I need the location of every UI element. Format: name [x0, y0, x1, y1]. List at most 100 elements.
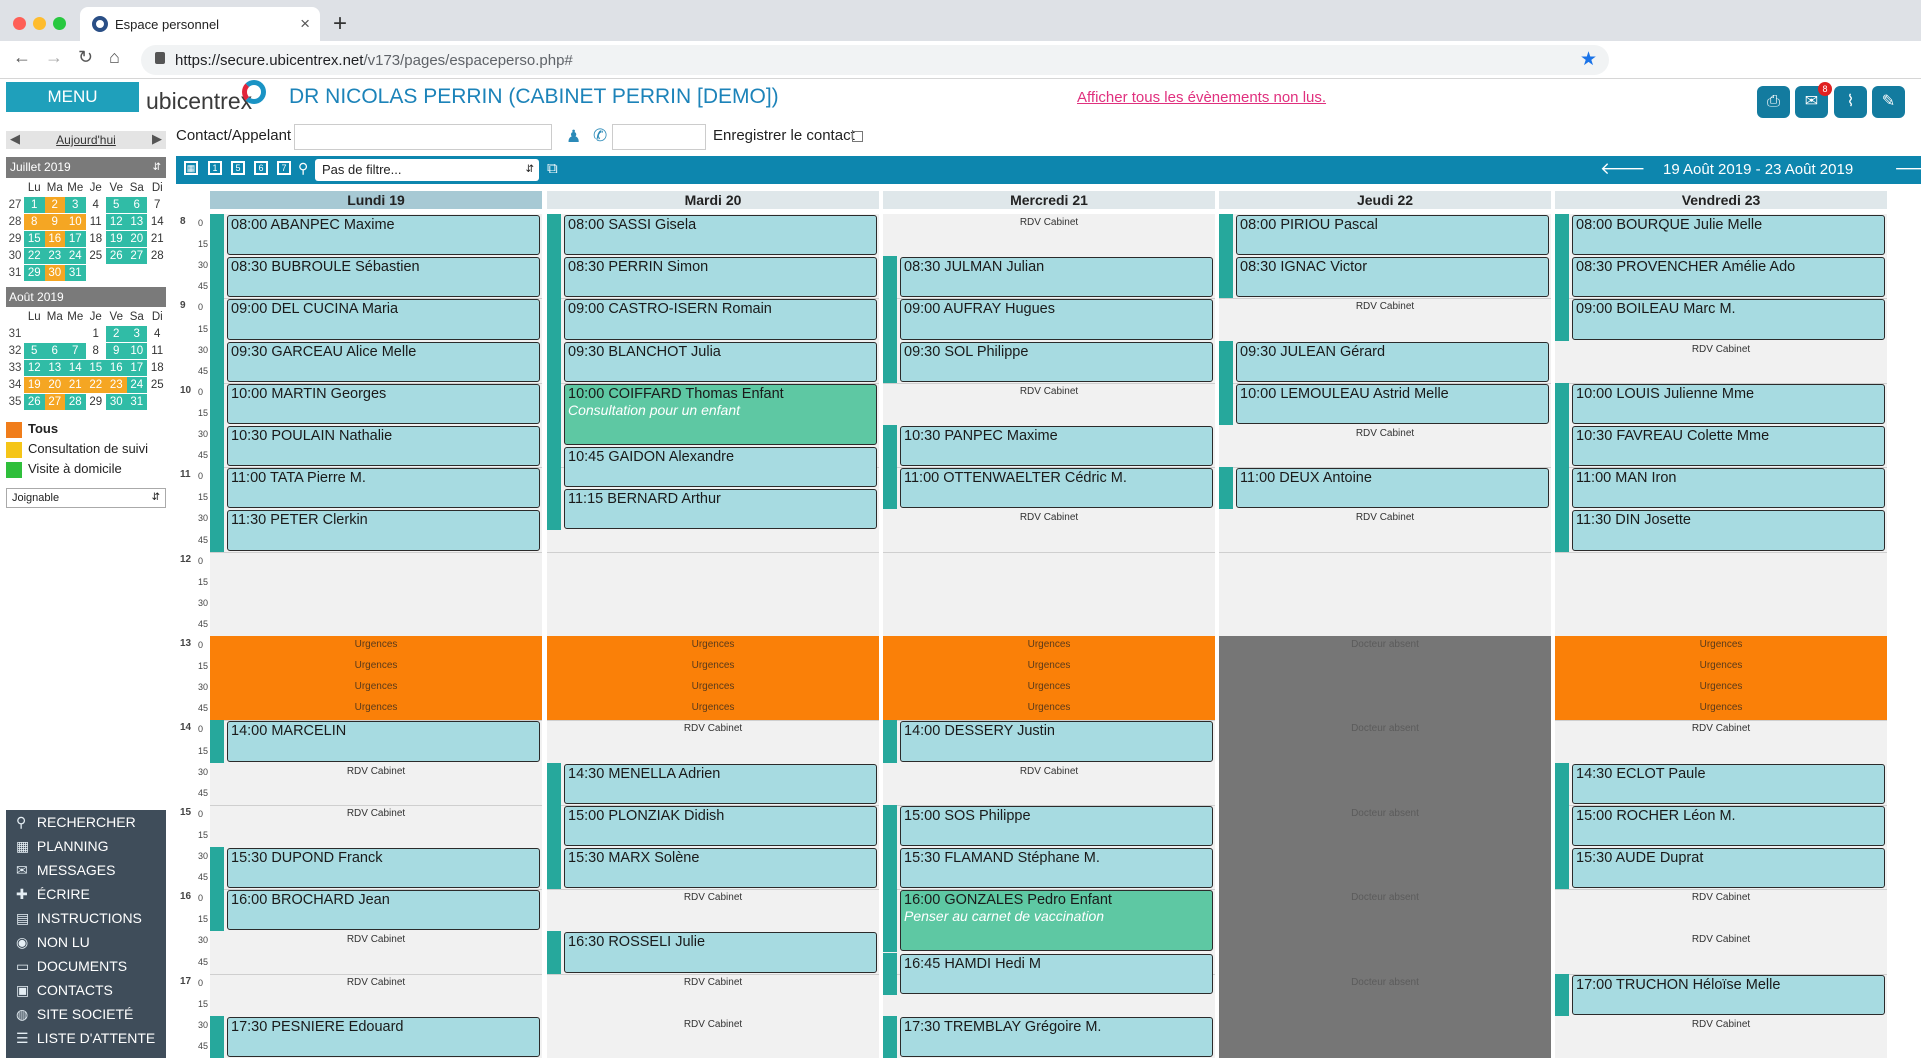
appointment[interactable]: 14:00 DESSERY Justin — [900, 721, 1213, 762]
legend-item[interactable]: Visite à domicile — [6, 460, 166, 480]
appointment[interactable]: 15:30 AUDE Duprat — [1572, 848, 1885, 889]
appointment[interactable]: 14:00 MARCELIN — [227, 721, 540, 762]
view-7-icon[interactable]: 7 — [277, 161, 291, 175]
calendar-day[interactable]: 26 — [106, 248, 127, 264]
calendar-day[interactable]: 1 — [24, 197, 45, 213]
nav-item-documents[interactable]: ▭ DOCUMENTS — [6, 954, 166, 978]
nav-item-site-societé[interactable]: ◍ SITE SOCIETÉ — [6, 1002, 166, 1026]
nav-item-rechercher[interactable]: ⚲ RECHERCHER — [6, 810, 166, 834]
next-month-icon[interactable]: ▶ — [152, 131, 162, 146]
calendar-day[interactable]: 15 — [85, 360, 106, 376]
new-tab-icon[interactable]: + — [333, 10, 348, 37]
calendar-day[interactable]: 30 — [44, 265, 65, 281]
free-slot-label[interactable]: RDV Cabinet — [683, 976, 743, 988]
calendar-day[interactable]: 3 — [65, 197, 86, 213]
appointment[interactable]: 15:00 SOS Philippe — [900, 805, 1213, 846]
location-pin-icon[interactable]: ⚲ — [298, 160, 309, 176]
free-slot-label[interactable]: RDV Cabinet — [1691, 892, 1751, 904]
calendar-day[interactable]: 18 — [89, 233, 103, 245]
calendar-day[interactable]: 22 — [85, 377, 106, 393]
legend-item[interactable]: Consultation de suivi — [6, 440, 166, 460]
nav-item-liste-d-attente[interactable]: ☰ LISTE D'ATTENTE — [6, 1026, 166, 1050]
free-slot-label[interactable]: RDV Cabinet — [1355, 301, 1415, 313]
copy-icon[interactable]: ⧉ — [547, 160, 558, 177]
appointment[interactable]: 11:00 DEUX Antoine — [1236, 468, 1549, 509]
calendar-day[interactable]: 25 — [89, 250, 103, 262]
appointment[interactable]: 11:30 PETER Clerkin — [227, 510, 540, 551]
appointment[interactable]: 14:30 ECLOT Paule — [1572, 763, 1885, 804]
nav-item-contacts[interactable]: ▣ CONTACTS — [6, 978, 166, 1002]
calendar-day[interactable]: 28 — [150, 250, 164, 262]
appointment[interactable]: 15:30 FLAMAND Stéphane M. — [900, 848, 1213, 889]
close-tab-icon[interactable]: × — [300, 14, 310, 33]
calendar-day[interactable]: 19 — [24, 377, 45, 393]
appointment[interactable]: 15:30 MARX Solène — [564, 848, 877, 889]
appointment[interactable]: 11:30 DIN Josette — [1572, 510, 1885, 551]
appointment[interactable]: 08:00 ABANPEC Maxime — [227, 215, 540, 256]
bookmark-star-icon[interactable]: ★ — [1579, 49, 1597, 70]
nav-item-planning[interactable]: ▦ PLANNING — [6, 834, 166, 858]
free-slot-label[interactable]: RDV Cabinet — [346, 807, 406, 819]
calendar-day[interactable]: 10 — [126, 343, 147, 359]
appointment[interactable]: 09:00 CASTRO-ISERN Romain — [564, 299, 877, 340]
calendar-day[interactable]: 25 — [150, 379, 164, 391]
nav-item-instructions[interactable]: ▤ INSTRUCTIONS — [6, 906, 166, 930]
calendar-day[interactable]: 6 — [126, 197, 147, 213]
availability-select[interactable]: Joignable — [6, 488, 166, 508]
calendar-day[interactable]: 8 — [92, 345, 99, 357]
appointment[interactable]: 09:00 AUFRAY Hugues — [900, 299, 1213, 340]
calendar-day[interactable]: 29 — [24, 265, 45, 281]
calendar-day[interactable]: 8 — [24, 214, 45, 230]
calendar-day[interactable]: 4 — [92, 199, 99, 211]
free-slot-label[interactable]: RDV Cabinet — [1691, 723, 1751, 735]
calendar-day[interactable]: 4 — [154, 328, 161, 340]
calendar-day[interactable]: 12 — [106, 214, 127, 230]
appointment[interactable]: 08:30 IGNAC Victor — [1236, 257, 1549, 298]
calendar-day[interactable]: 21 — [150, 233, 164, 245]
appointment[interactable]: 08:30 JULMAN Julian — [900, 257, 1213, 298]
appointment[interactable]: 09:30 GARCEAU Alice Melle — [227, 341, 540, 382]
appointment[interactable]: 17:30 TREMBLAY Grégoire M. — [900, 1016, 1213, 1057]
calendar-day[interactable]: 20 — [44, 377, 65, 393]
calendar-day[interactable]: 17 — [65, 231, 86, 247]
calendar-day[interactable]: 30 — [106, 394, 127, 410]
appointment[interactable]: 15:00 ROCHER Léon M. — [1572, 805, 1885, 846]
prev-month-icon[interactable]: ◀ — [10, 131, 20, 146]
calendar-day[interactable]: 31 — [126, 394, 147, 410]
free-slot-label[interactable]: RDV Cabinet — [346, 934, 406, 946]
free-slot-label[interactable]: RDV Cabinet — [1355, 512, 1415, 524]
minimize-window-icon[interactable] — [33, 17, 46, 30]
month-select[interactable]: Juillet 2019 — [6, 157, 166, 178]
day-header-0[interactable]: Lundi 19 — [210, 191, 542, 209]
free-slot-label[interactable]: RDV Cabinet — [1019, 385, 1079, 397]
calendar-day[interactable]: 16 — [106, 360, 127, 376]
calendar-day[interactable]: 27 — [44, 394, 65, 410]
view-6-icon[interactable]: 6 — [254, 161, 268, 175]
forward-icon[interactable]: → — [45, 47, 63, 67]
calendar-day[interactable]: 22 — [24, 248, 45, 264]
calendar-day[interactable]: 14 — [65, 360, 86, 376]
browser-tab[interactable]: Espace personnel × — [80, 7, 320, 41]
appointment[interactable]: 10:30 POULAIN Nathalie — [227, 426, 540, 467]
day-header-2[interactable]: Mercredi 21 — [883, 191, 1215, 209]
calendar-day[interactable]: 31 — [65, 265, 86, 281]
reload-icon[interactable]: ↻ — [78, 47, 94, 67]
free-slot-label[interactable]: RDV Cabinet — [1691, 1018, 1751, 1030]
appointment[interactable]: 08:30 PERRIN Simon — [564, 257, 877, 298]
appointment[interactable]: 09:30 SOL Philippe — [900, 341, 1213, 382]
appointment[interactable]: 10:30 PANPEC Maxime — [900, 426, 1213, 467]
appointment[interactable]: 11:00 MAN Iron — [1572, 468, 1885, 509]
appointment[interactable]: 17:00 TRUCHON Héloïse Melle — [1572, 974, 1885, 1015]
nav-item-non-lu[interactable]: ◉ NON LU — [6, 930, 166, 954]
free-slot-label[interactable]: RDV Cabinet — [1019, 512, 1079, 524]
appointment[interactable]: 09:00 DEL CUCINA Maria — [227, 299, 540, 340]
calendar-day[interactable]: 12 — [24, 360, 45, 376]
calendar-day[interactable]: 14 — [150, 216, 164, 228]
calendar-day[interactable]: 29 — [89, 396, 103, 408]
print-button[interactable]: ⎙ — [1757, 86, 1790, 118]
calendar-day[interactable]: 13 — [44, 360, 65, 376]
free-slot-label[interactable]: RDV Cabinet — [1019, 217, 1079, 228]
appointment[interactable]: 09:30 JULEAN Gérard — [1236, 341, 1549, 382]
calendar-day[interactable]: 19 — [106, 231, 127, 247]
calendar-day[interactable]: 9 — [44, 214, 65, 230]
